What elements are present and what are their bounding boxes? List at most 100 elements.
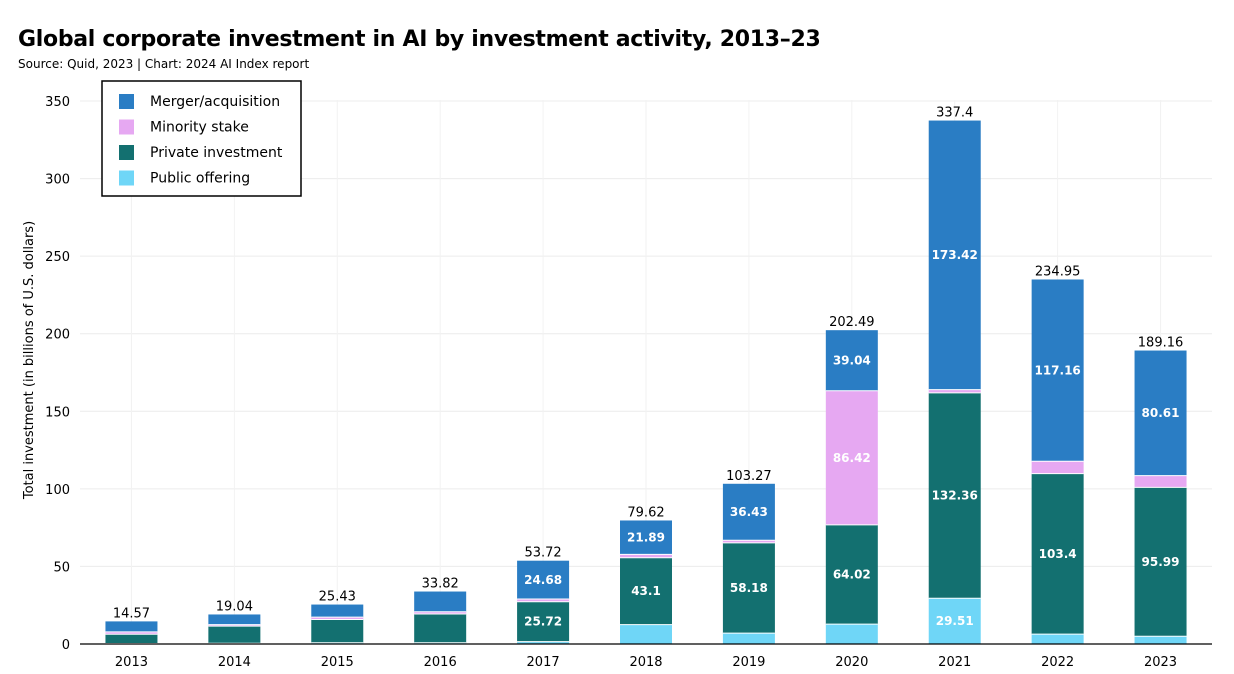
legend-swatch [119,145,134,160]
legend-label: Minority stake [150,120,249,136]
segment-value-label: 95.99 [1142,555,1180,569]
bar-total-label: 19.04 [216,599,253,614]
bar-segment-merger-acquisition [311,604,364,618]
y-tick-label: 300 [45,173,70,188]
bar-segment-minority-stake [1134,475,1187,488]
bar-segment-merger-acquisition [414,591,467,612]
segment-value-label: 39.04 [833,353,871,367]
legend-label: Private investment [150,145,283,161]
y-axis-label: Total investment (in billions of U.S. do… [22,221,37,500]
bar-segment-public-offering [517,641,570,644]
bar-segment-minority-stake [208,624,261,627]
segment-value-label: 25.72 [524,615,562,629]
bar-segment-minority-stake [825,390,878,525]
x-tick-label: 2019 [732,655,765,670]
bar-total-label: 33.82 [422,577,459,592]
segment-value-label: 80.61 [1142,406,1180,420]
x-tick-label: 2022 [1041,655,1074,670]
bar-segment-merger-acquisition [928,120,981,390]
bar-segment-merger-acquisition [1134,350,1187,476]
bar-segment-merger-acquisition [517,560,570,599]
segment-value-label: 43.1 [631,584,661,598]
bar-segment-private-investment [825,524,878,625]
y-tick-label: 250 [45,250,70,265]
x-tick-label: 2020 [835,655,868,670]
bar-segment-merger-acquisition [825,330,878,391]
bar-segment-merger-acquisition [105,621,158,632]
bar-total-label: 14.57 [113,606,150,621]
segment-value-label: 103.4 [1039,547,1077,561]
bar-segment-minority-stake [414,611,467,615]
bar-segment-minority-stake [620,554,672,558]
legend-swatch [119,170,134,186]
segment-value-label: 117.16 [1034,363,1080,377]
bar-segment-private-investment [311,619,364,643]
y-tick-label: 150 [45,405,70,420]
legend: Merger/acquisition Minority stake Private … [101,80,302,197]
y-tick-label: 100 [45,483,70,498]
bar-segment-merger-acquisition [1031,279,1084,462]
segment-value-label: 29.51 [936,614,974,628]
x-tick-label: 2014 [218,655,251,670]
bar-segment-private-investment [722,542,775,634]
x-tick-label: 2021 [938,655,971,670]
legend-box [101,80,302,197]
x-tick-label: 2013 [115,655,148,670]
bar-segment-minority-stake [1031,461,1084,474]
bar-segment-minority-stake [311,617,364,620]
y-tick-label: 50 [53,560,70,575]
x-tick-label: 2018 [629,655,662,670]
bar-segment-minority-stake [722,540,775,543]
bar-total-label: 189.16 [1138,336,1184,351]
bar-segment-public-offering [1031,634,1084,644]
bar-segment-private-investment [620,557,672,625]
bar-segment-private-investment [928,392,981,599]
bar-segment-public-offering [722,633,775,644]
bar-segment-minority-stake [928,389,981,393]
bar-segment-public-offering [414,642,467,644]
bar-segment-public-offering [1134,636,1187,644]
segment-value-label: 24.68 [524,573,562,587]
bar-total-label: 234.95 [1035,264,1081,279]
y-axis: 0 50 100 150 200 250 300 350 [45,95,70,653]
legend-label: Merger/acquisition [150,94,280,110]
bar-total-label: 337.4 [936,106,973,121]
segment-value-label: 86.42 [833,451,871,465]
segment-value-label: 132.36 [932,489,978,503]
bar-total-label: 103.27 [726,469,772,484]
chart-subtitle: Source: Quid, 2023 | Chart: 2024 AI Inde… [18,57,310,71]
bar-segment-private-investment [414,614,467,643]
y-tick-label: 0 [62,638,70,653]
bar-segment-public-offering [825,624,878,644]
bar-segment-merger-acquisition [208,614,261,625]
bar-segment-public-offering [311,642,364,644]
legend-swatch [119,119,134,135]
bar-segment-private-investment [208,626,261,644]
legend-label: Public offering [150,171,250,187]
segment-value-label: 64.02 [833,567,871,581]
bar-segment-minority-stake [517,598,570,602]
bar-segment-private-investment [517,601,570,642]
x-tick-label: 2023 [1144,655,1177,670]
legend-swatch [119,94,134,109]
segment-value-label: 36.43 [730,505,768,519]
bar-segment-private-investment [1031,473,1084,635]
bar-total-label: 25.43 [319,590,356,605]
bar-segment-merger-acquisition [620,520,672,555]
x-axis: 2013 2014 2015 2016 2017 2018 2019 2020 2021 2022… [80,643,1212,670]
bar-segment-private-investment [105,634,158,644]
bars: 14.57 19.04 25.43 33.82 25.72 24.68 53.72 43.1 2… [105,106,1187,645]
bar-segment-public-offering [620,624,672,644]
bar-total-label: 79.62 [627,505,664,520]
bar-segment-public-offering [928,598,981,644]
x-tick-label: 2016 [424,655,457,670]
bar-segment-merger-acquisition [722,483,775,541]
segment-value-label: 21.89 [627,530,665,544]
x-tick-label: 2015 [321,655,354,670]
y-tick-label: 350 [45,95,70,110]
x-tick-label: 2017 [527,655,560,670]
bar-total-label: 202.49 [829,315,875,330]
bar-segment-private-investment [1134,487,1187,637]
chart-title: Global corporate investment in AI by inv… [18,27,821,52]
